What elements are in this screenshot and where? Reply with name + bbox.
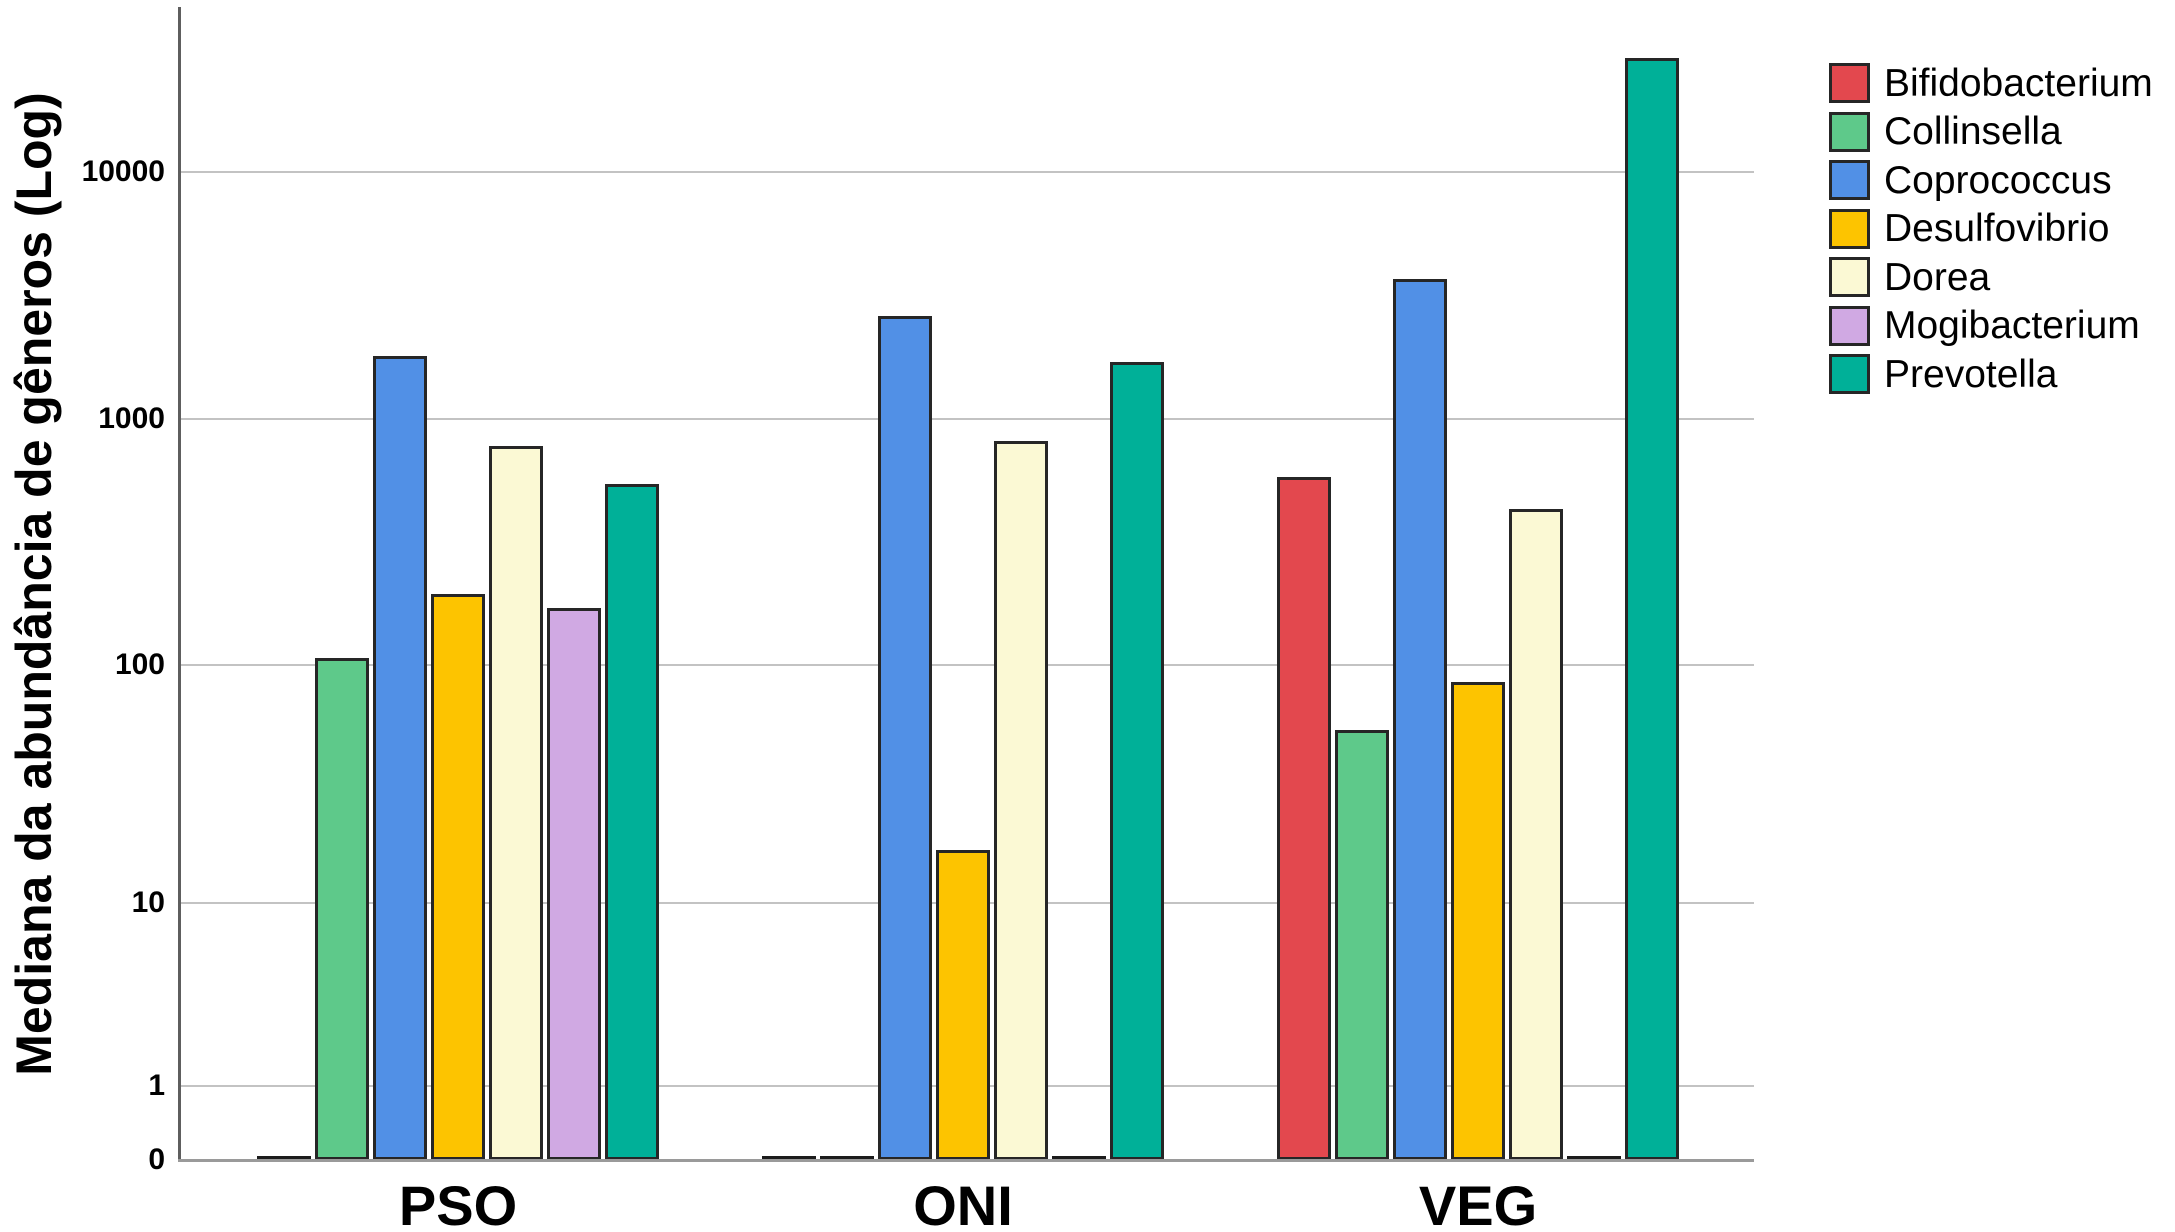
y-tick-label-0: 0 (148, 1143, 165, 1176)
bar-dorea-pso (489, 445, 543, 1160)
y-axis-line (178, 7, 181, 1162)
legend-swatch-dorea (1829, 257, 1870, 297)
bar-collinsella-veg (1335, 730, 1389, 1160)
legend-item-desulfovibrio: Desulfovibrio (1829, 207, 2110, 250)
gridline-100 (179, 663, 1754, 666)
bar-dorea-veg (1509, 509, 1563, 1160)
legend-swatch-prevotella (1829, 354, 1870, 394)
bar-desulfovibrio-veg (1451, 682, 1505, 1160)
legend-swatch-desulfovibrio (1829, 208, 1870, 249)
bar-desulfovibrio-oni (936, 849, 990, 1160)
bar-mogibacterium-veg (1567, 1156, 1621, 1160)
bar-dorea-oni (994, 440, 1048, 1160)
y-tick-label-10000: 10000 (81, 154, 165, 188)
legend-item-bifidobacterium: Bifidobacterium (1829, 63, 2153, 103)
legend-swatch-coprococcus (1829, 160, 1870, 200)
bar-collinsella-oni (820, 1156, 874, 1160)
legend-item-coprococcus: Coprococcus (1829, 160, 2112, 200)
y-tick-label-1: 1 (148, 1068, 165, 1102)
bar-collinsella-pso (315, 657, 369, 1160)
bar-mogibacterium-pso (547, 608, 601, 1160)
bar-bifidobacterium-oni (762, 1156, 816, 1160)
legend-label: Coprococcus (1884, 158, 2112, 202)
legend-label: Dorea (1884, 255, 1991, 299)
gridline-10000 (179, 170, 1754, 173)
bar-prevotella-pso (605, 483, 659, 1160)
legend-label: Prevotella (1884, 352, 2058, 396)
bar-desulfovibrio-pso (431, 593, 485, 1160)
legend-label: Desulfovibrio (1884, 207, 2110, 250)
y-tick-label-100: 100 (114, 647, 165, 681)
y-axis-title: Mediana da abundância de gêneros (Log) (6, 91, 62, 1076)
x-category-label-pso: PSO (398, 1174, 518, 1232)
legend-item-prevotella: Prevotella (1829, 354, 2057, 394)
legend-item-dorea: Dorea (1829, 257, 1990, 297)
y-tick-label-1000: 1000 (98, 401, 165, 435)
bar-prevotella-veg (1625, 57, 1679, 1160)
bar-coprococcus-oni (878, 316, 932, 1160)
legend-swatch-collinsella (1829, 111, 1870, 152)
x-category-label-oni: ONI (913, 1174, 1013, 1232)
legend-swatch-bifidobacterium (1829, 63, 1870, 103)
y-tick-label-10: 10 (131, 885, 165, 919)
legend-item-mogibacterium: Mogibacterium (1829, 304, 2140, 347)
bar-bifidobacterium-pso (257, 1156, 311, 1160)
legend-label: Mogibacterium (1884, 304, 2140, 347)
gridline-1000 (179, 417, 1754, 420)
x-category-label-veg: VEG (1418, 1174, 1538, 1232)
legend-swatch-mogibacterium (1829, 305, 1870, 346)
bar-coprococcus-veg (1393, 278, 1447, 1160)
bar-mogibacterium-oni (1052, 1156, 1106, 1160)
bar-bifidobacterium-veg (1277, 477, 1331, 1160)
bar-prevotella-oni (1110, 362, 1164, 1160)
x-axis-baseline (178, 1159, 1754, 1162)
legend-label: Bifidobacterium (1884, 61, 2153, 105)
legend-item-collinsella: Collinsella (1829, 110, 2062, 153)
legend-label: Collinsella (1884, 110, 2062, 153)
bar-coprococcus-pso (373, 355, 427, 1160)
